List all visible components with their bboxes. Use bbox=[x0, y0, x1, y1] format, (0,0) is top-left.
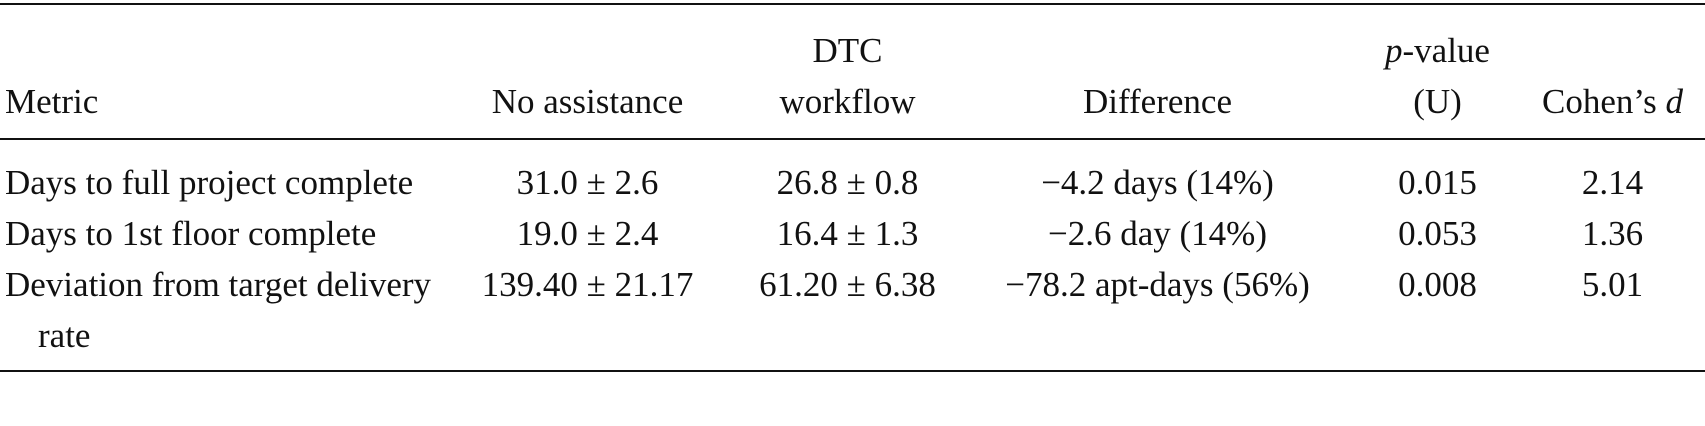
header-row: Metric No assistance DTC workflow Differe… bbox=[0, 4, 1705, 139]
value-cell: 0.008 bbox=[1398, 265, 1477, 304]
header-text: Difference bbox=[1083, 82, 1232, 121]
value-cell: 0.015 bbox=[1398, 163, 1477, 202]
header-cell: No assistance bbox=[440, 4, 735, 139]
value-cell: 16.4 ± 1.3 bbox=[776, 214, 919, 253]
metric-cell: Deviation from target delivery rate bbox=[5, 265, 432, 355]
value-cell: 61.20 ± 6.38 bbox=[759, 265, 936, 304]
value-cell: 26.8 ± 0.8 bbox=[776, 163, 919, 202]
header-cell: p-value (U) bbox=[1355, 4, 1520, 139]
value-cell: −78.2 apt-days (56%) bbox=[1005, 265, 1310, 304]
header-cell: Difference bbox=[960, 4, 1355, 139]
header-cell: Metric bbox=[0, 4, 440, 139]
header-text: Cohen’s bbox=[1542, 82, 1666, 121]
header-cell: DTC workflow bbox=[735, 4, 960, 139]
header-text: (U) bbox=[1413, 82, 1462, 121]
table-body: Days to full project complete 31.0 ± 2.6 2… bbox=[0, 139, 1705, 371]
value-cell: 5.01 bbox=[1581, 265, 1644, 304]
value-cell: 139.40 ± 21.17 bbox=[481, 265, 694, 304]
metric-cell: Days to full project complete bbox=[5, 163, 414, 202]
metric-cell: Days to 1st floor complete bbox=[5, 214, 377, 253]
value-cell: 1.36 bbox=[1581, 214, 1644, 253]
header-text: d bbox=[1665, 82, 1683, 121]
value-cell: 0.053 bbox=[1398, 214, 1477, 253]
header-text: Metric bbox=[5, 82, 99, 121]
table-header: Metric No assistance DTC workflow Differe… bbox=[0, 4, 1705, 139]
table-row: Days to 1st floor complete 19.0 ± 2.4 16.4… bbox=[0, 208, 1705, 259]
table-row: Days to full project complete 31.0 ± 2.6 2… bbox=[0, 139, 1705, 208]
header-text: DTC bbox=[812, 31, 883, 70]
value-cell: −4.2 days (14%) bbox=[1041, 163, 1274, 202]
header-cell: Cohen’s d bbox=[1520, 4, 1705, 139]
header-text: workflow bbox=[779, 82, 916, 121]
value-cell: −2.6 day (14%) bbox=[1048, 214, 1267, 253]
table-row: Deviation from target delivery rate 139.4… bbox=[0, 259, 1705, 371]
header-text: -value bbox=[1402, 31, 1490, 70]
results-table: Metric No assistance DTC workflow Differe… bbox=[0, 3, 1705, 372]
header-text: p bbox=[1385, 31, 1403, 70]
header-text: No assistance bbox=[491, 82, 684, 121]
value-cell: 19.0 ± 2.4 bbox=[516, 214, 659, 253]
value-cell: 31.0 ± 2.6 bbox=[516, 163, 659, 202]
value-cell: 2.14 bbox=[1581, 163, 1644, 202]
